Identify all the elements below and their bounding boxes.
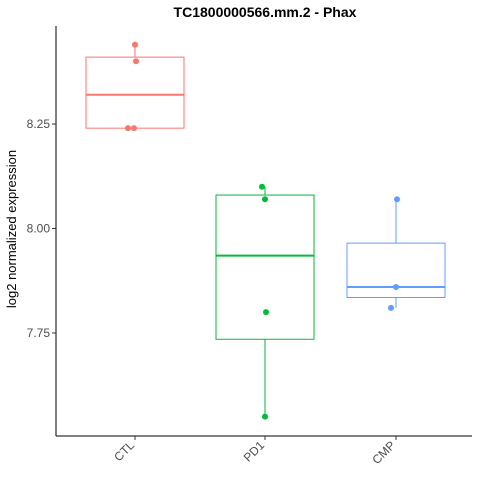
y-tick-label: 8.00 xyxy=(27,222,51,236)
y-tick-label: 8.25 xyxy=(27,117,51,131)
data-point-pd1 xyxy=(262,196,268,203)
x-tick-label-pd1: PD1 xyxy=(241,438,268,465)
data-point-cmp xyxy=(388,304,394,311)
data-point-cmp xyxy=(394,196,400,203)
data-point-ctl xyxy=(132,41,138,48)
data-point-cmp xyxy=(393,284,399,291)
data-point-ctl xyxy=(131,125,137,132)
plot-area: 7.75 8.00 8.25 CTL PD1 CMP xyxy=(27,26,472,467)
y-axis-title: log2 normalized expression xyxy=(4,150,19,308)
y-tick-label: 7.75 xyxy=(27,326,51,340)
box-cmp xyxy=(346,242,446,298)
data-point-pd1 xyxy=(262,413,268,420)
data-point-ctl xyxy=(125,125,131,132)
data-point-pd1 xyxy=(259,183,265,190)
data-point-ctl xyxy=(133,58,139,65)
data-point-pd1 xyxy=(263,309,269,316)
x-tick-label-ctl: CTL xyxy=(111,438,137,464)
box-pd1 xyxy=(215,194,315,340)
chart-title: TC1800000566.mm.2 - Phax xyxy=(174,4,357,20)
box-ctl xyxy=(85,56,185,129)
x-tick-label-cmp: CMP xyxy=(369,438,398,467)
